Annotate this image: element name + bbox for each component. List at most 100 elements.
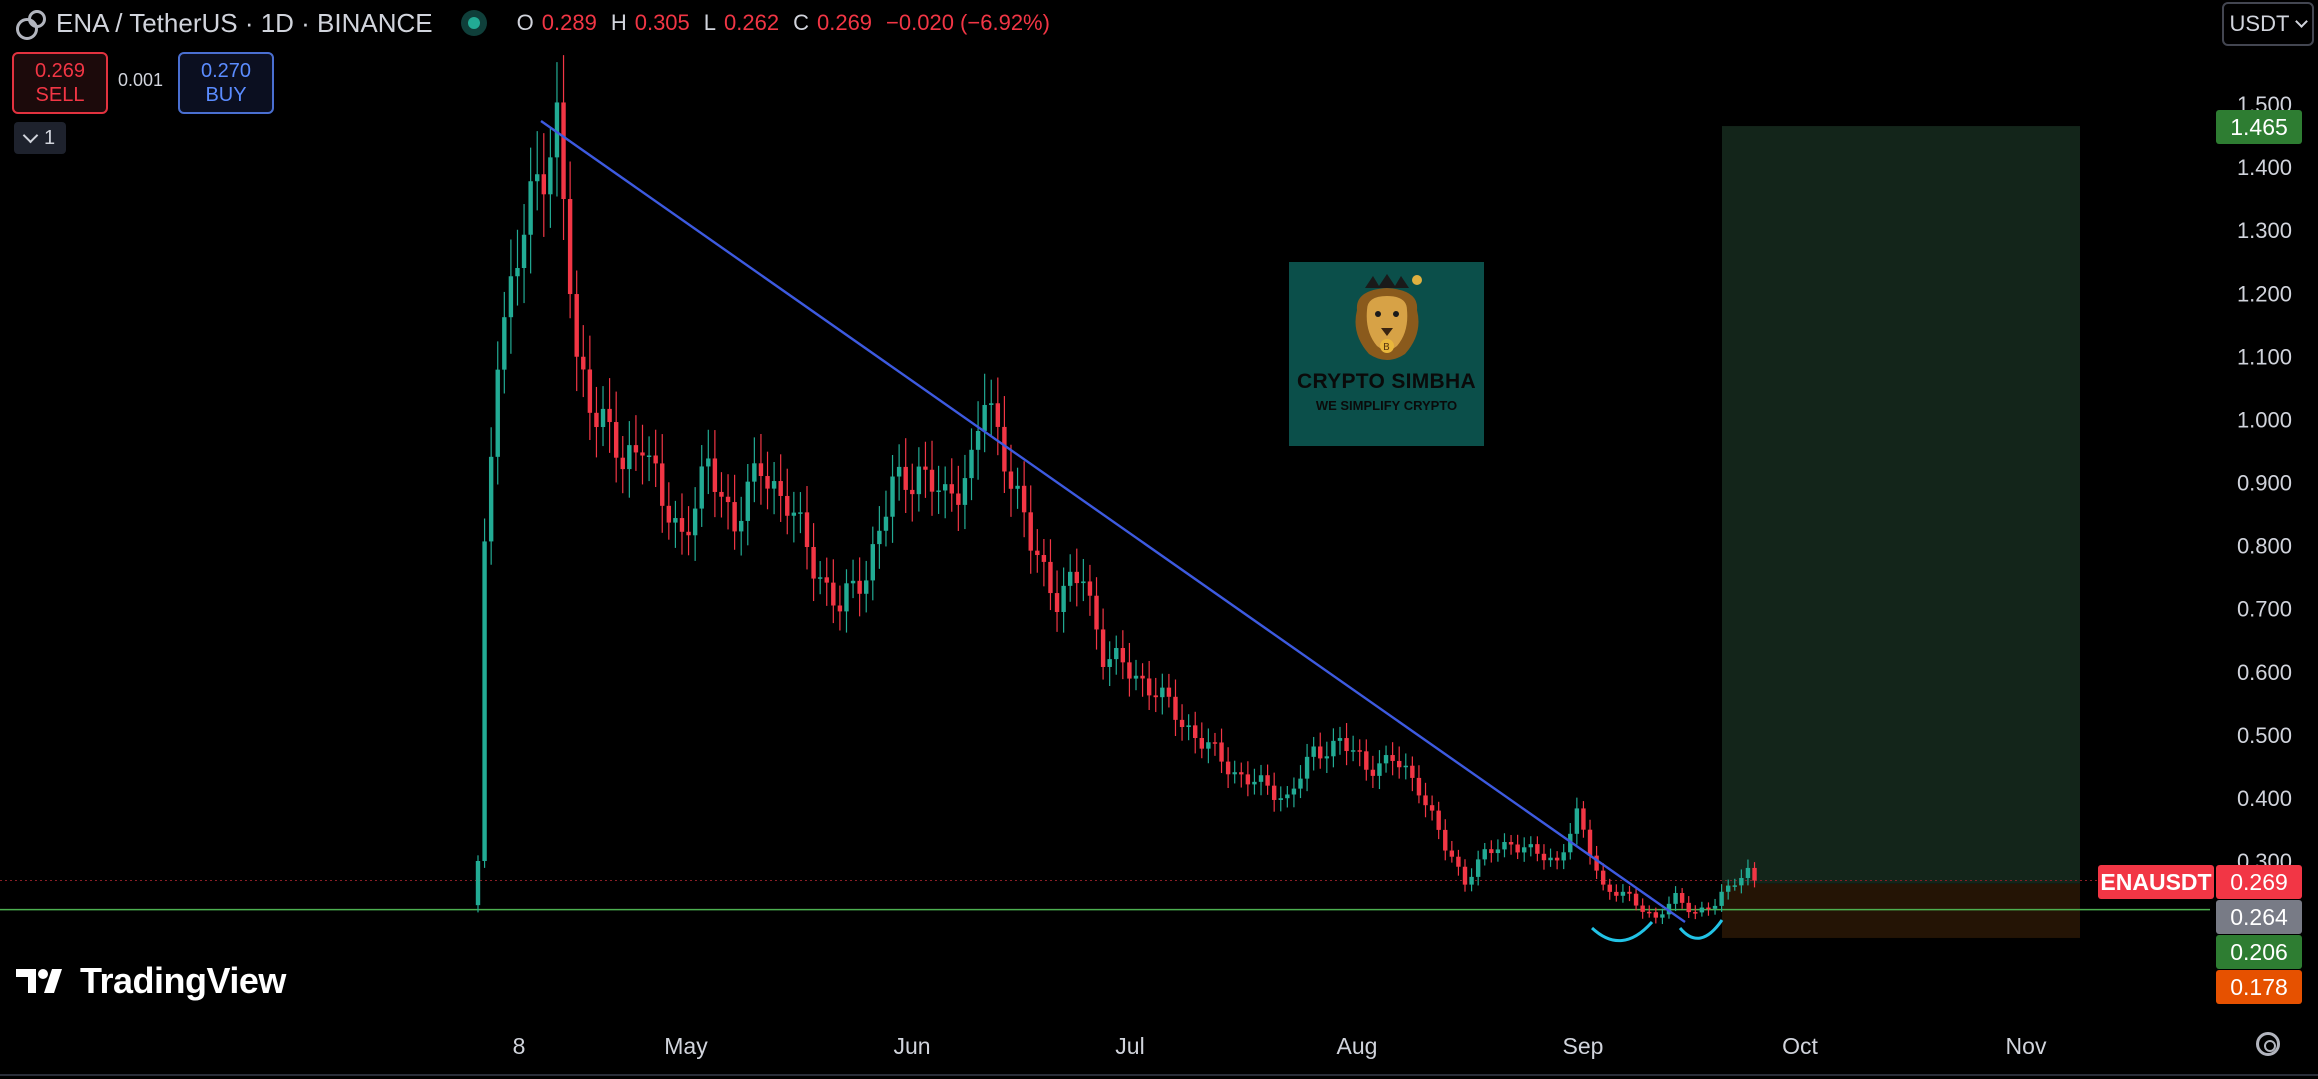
sell-button[interactable]: 0.269 SELL	[12, 52, 108, 114]
candle-body	[1522, 847, 1527, 853]
candle-body	[1304, 756, 1310, 779]
symbol-title[interactable]: ENA / TetherUS · 1D · BINANCE	[56, 7, 433, 38]
candle-body	[1502, 842, 1507, 850]
candle-body	[1028, 512, 1033, 551]
candle-body	[679, 518, 685, 532]
candle-body	[554, 102, 560, 158]
candle-body	[1291, 788, 1297, 795]
collapse-legend-button[interactable]: 1	[14, 122, 66, 154]
candle-body	[1357, 750, 1362, 752]
candle-body	[1587, 829, 1593, 856]
candle-body	[607, 408, 612, 423]
candle-body	[1324, 756, 1330, 759]
profit-zone	[1722, 126, 2080, 884]
candle-body	[949, 484, 954, 494]
candle-body	[712, 458, 718, 492]
brand-name: TradingView	[80, 960, 286, 1001]
close-value: 0.269	[816, 10, 873, 35]
candle-body	[1337, 738, 1343, 741]
candle-body	[956, 493, 961, 505]
candle-body	[1699, 907, 1705, 913]
candle-body	[837, 605, 843, 612]
candle-body	[488, 456, 494, 542]
candle-body	[942, 484, 948, 491]
candle-body	[1660, 914, 1665, 918]
candle-body	[620, 457, 625, 470]
double-bottom-arc-right	[1678, 919, 1724, 940]
candle-body	[548, 157, 553, 195]
candle-body	[1146, 678, 1152, 696]
candle-body	[725, 496, 731, 503]
candle-body	[1377, 763, 1382, 776]
candle-body	[989, 403, 994, 405]
candle-body	[1153, 695, 1158, 698]
candle-body	[798, 512, 803, 514]
candle-body	[1087, 581, 1093, 596]
open-value: 0.289	[541, 10, 597, 35]
candle-body	[528, 181, 533, 235]
candle-body	[1666, 903, 1672, 915]
gear-icon[interactable]	[2256, 1032, 2280, 1056]
candle-body	[817, 577, 823, 579]
candle-body	[1541, 853, 1547, 861]
candle-body	[1271, 785, 1277, 800]
candle-body	[692, 508, 698, 536]
double-bottom-arc-left	[1590, 921, 1654, 943]
candle-body	[1436, 810, 1441, 830]
candle-body	[791, 512, 797, 516]
candle-body	[1449, 850, 1455, 857]
candle-body	[1239, 772, 1244, 775]
candle-body	[883, 516, 889, 531]
candle-body	[482, 541, 487, 861]
candle-body	[1456, 856, 1461, 867]
tradingview-logo[interactable]: TradingView	[16, 960, 286, 1002]
candle-body	[1331, 740, 1336, 757]
candle-body	[739, 520, 744, 532]
candle-body	[719, 491, 724, 497]
candle-body	[613, 422, 619, 458]
entry-price-tag: 0.264	[2216, 900, 2302, 934]
candle-body	[1397, 760, 1402, 768]
candle-body	[1258, 775, 1264, 782]
candle-body	[653, 455, 658, 464]
candle-body	[831, 582, 836, 606]
candle-body	[515, 267, 520, 277]
market-open-status-icon[interactable]	[460, 10, 487, 36]
chevron-down-icon	[2295, 15, 2309, 28]
candle-body	[1732, 885, 1737, 887]
candle-body	[1528, 844, 1533, 848]
candle-body	[581, 356, 586, 370]
target-price-tag: 1.465	[2216, 110, 2302, 144]
buy-button[interactable]: 0.270 BUY	[178, 52, 274, 114]
price-axis-tick: 0.700	[2237, 597, 2292, 622]
candle-body	[890, 476, 895, 517]
candle-body	[1318, 746, 1323, 759]
candle-body	[1193, 725, 1198, 738]
candle-body	[1370, 769, 1376, 776]
candle-body	[1489, 849, 1494, 854]
candle-body	[896, 466, 902, 477]
candle-body	[666, 505, 672, 523]
candle-body	[1581, 808, 1586, 830]
candle-body	[1482, 849, 1487, 860]
candle-body	[1469, 876, 1474, 885]
candle-body	[1344, 738, 1349, 752]
candle-body	[1179, 719, 1185, 728]
candle-body	[1535, 844, 1540, 854]
candle-body	[1021, 485, 1027, 513]
candle-body	[1383, 755, 1389, 764]
candle-body	[1410, 765, 1415, 778]
price-axis-tick: 1.000	[2237, 407, 2292, 432]
candle-body	[1278, 798, 1283, 800]
candle-body	[535, 174, 540, 182]
ohlc-readout: O 0.289 H 0.305 L 0.262 C 0.269 −0.020 (−6.9…	[517, 10, 1056, 36]
candle-body	[1048, 561, 1053, 594]
candle-body	[1225, 761, 1231, 775]
candle-body	[1114, 648, 1119, 660]
time-axis-label: May	[664, 1033, 708, 1059]
candle-body	[567, 199, 573, 295]
currency-selector[interactable]: USDT	[2222, 2, 2314, 46]
candle-body	[673, 518, 678, 523]
candle-body	[561, 102, 566, 200]
